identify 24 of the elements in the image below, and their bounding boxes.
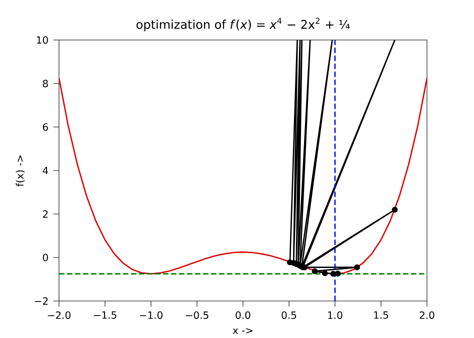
point [392,206,398,213]
y-axis-title: f(x) -> [16,155,25,186]
x-tick-label: −1.0 [140,311,162,319]
x-tick-label: 2.0 [420,311,434,319]
x-tick-label: 0.5 [282,311,296,319]
x-tick-label: −2.0 [48,311,70,319]
y-tick-label: −2 [34,297,48,305]
point [322,270,328,276]
y-tick-label: 10 [36,36,48,44]
y-tick-label: 2 [42,210,48,218]
chart-title: optimization of f(x) = x$^{4}$ − 2x$^{2}$ + ¼ [136,18,350,32]
y-tick-label: 6 [42,123,48,131]
x-tick-label: −0.5 [186,311,208,319]
point [354,264,360,270]
x-tick-label: 1.0 [328,311,342,319]
x-tick-label: −1.5 [94,311,116,319]
y-tick-label: 8 [42,80,48,88]
point [334,270,341,277]
x-tick-label: 0.0 [236,311,250,319]
x-tick-label: 1.5 [374,311,388,319]
x-axis-title: x -> [232,328,252,334]
y-tick-label: 4 [42,166,48,174]
point [312,268,318,274]
y-tick-label: 0 [42,254,48,262]
